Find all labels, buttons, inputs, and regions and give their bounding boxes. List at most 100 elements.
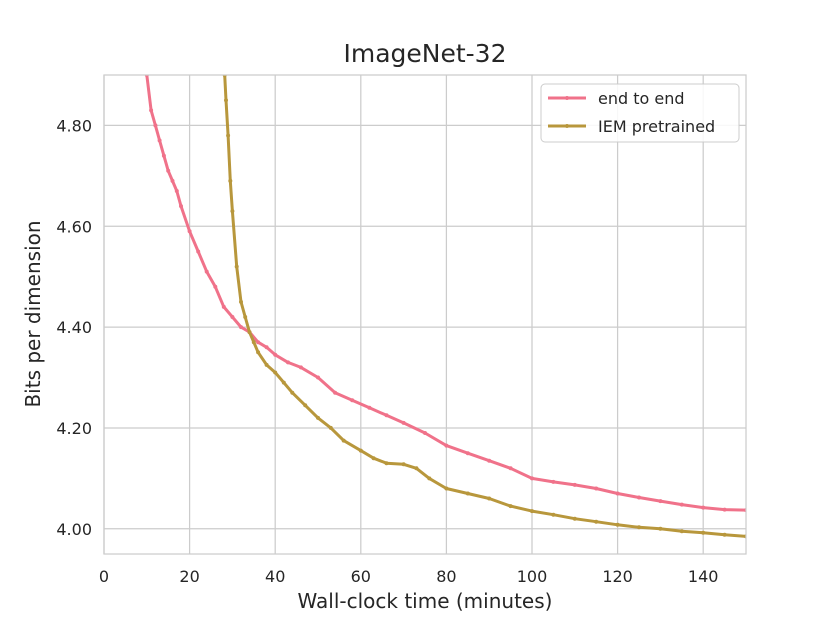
series-line-iem-pretrained <box>223 75 746 538</box>
x-axis-label: Wall-clock time (minutes) <box>298 589 553 613</box>
data-point-iem-pretrained <box>224 98 228 103</box>
legend-marker-end-to-end <box>565 96 569 100</box>
x-tick-label: 140 <box>688 567 719 586</box>
series-layer <box>144 75 746 539</box>
data-point-end-to-end <box>213 284 218 289</box>
x-tick-label: 100 <box>517 567 548 586</box>
chart-title: ImageNet-32 <box>343 39 506 68</box>
legend-label-iem-pretrained: IEM pretrained <box>598 117 715 136</box>
data-point-iem-pretrained <box>658 526 663 531</box>
data-point-end-to-end <box>230 315 235 319</box>
data-point-end-to-end <box>615 491 620 496</box>
data-point-iem-pretrained <box>679 529 684 534</box>
data-point-end-to-end <box>256 340 261 345</box>
data-point-end-to-end <box>384 413 389 418</box>
data-point-end-to-end <box>508 466 513 471</box>
legend-label-end-to-end: end to end <box>598 89 685 108</box>
data-point-end-to-end <box>487 458 492 463</box>
data-point-end-to-end <box>465 451 470 456</box>
x-tick-label: 40 <box>265 567 285 586</box>
data-point-iem-pretrained <box>572 516 577 521</box>
tick-labels: 0 20 40 60 80 100 120 140 4.00 4.20 4.40 4.60 4.80 <box>56 116 718 586</box>
data-point-end-to-end <box>701 505 706 510</box>
data-point-end-to-end <box>161 153 166 158</box>
data-point-iem-pretrained <box>615 522 620 527</box>
data-point-end-to-end <box>264 345 269 350</box>
data-point-end-to-end <box>551 479 556 484</box>
data-point-iem-pretrained <box>256 350 261 355</box>
legend: end to end IEM pretrained <box>540 83 740 143</box>
legend-marker-iem-pretrained <box>565 124 569 128</box>
x-tick-label: 80 <box>436 567 456 586</box>
data-point-iem-pretrained <box>247 330 252 335</box>
data-point-iem-pretrained <box>414 466 419 471</box>
data-point-end-to-end <box>572 482 577 487</box>
data-point-end-to-end <box>367 405 372 410</box>
y-tick-label: 4.80 <box>56 116 92 135</box>
data-point-end-to-end <box>196 249 201 254</box>
data-point-iem-pretrained <box>401 462 406 467</box>
plot-frame <box>103 74 747 555</box>
data-point-end-to-end <box>157 138 162 143</box>
data-point-iem-pretrained <box>594 519 599 524</box>
y-tick-label: 4.60 <box>56 217 92 236</box>
data-point-iem-pretrained <box>228 178 233 183</box>
data-point-end-to-end <box>594 486 599 491</box>
grid-lines <box>103 75 746 554</box>
data-point-iem-pretrained <box>508 504 513 509</box>
data-point-end-to-end <box>149 108 154 113</box>
x-tick-label: 120 <box>602 567 633 586</box>
data-point-end-to-end <box>170 178 175 183</box>
data-point-iem-pretrained <box>722 532 727 537</box>
data-point-iem-pretrained <box>230 209 235 214</box>
data-point-iem-pretrained <box>239 299 243 304</box>
data-point-end-to-end <box>286 360 290 365</box>
series-line-end-to-end <box>145 75 746 512</box>
data-point-end-to-end <box>174 189 179 193</box>
data-point-iem-pretrained <box>530 509 534 514</box>
data-point-end-to-end <box>350 398 355 403</box>
data-point-iem-pretrained <box>551 512 556 517</box>
data-point-iem-pretrained <box>234 264 239 269</box>
data-point-end-to-end <box>333 390 338 395</box>
x-tick-label: 60 <box>351 567 371 586</box>
data-point-end-to-end <box>316 375 320 380</box>
x-tick-label: 0 <box>99 567 109 586</box>
data-point-iem-pretrained <box>371 456 376 461</box>
data-point-iem-pretrained <box>303 403 308 408</box>
data-point-iem-pretrained <box>701 530 706 535</box>
data-point-iem-pretrained <box>264 362 269 367</box>
data-point-iem-pretrained <box>243 315 248 319</box>
x-tick-label: 20 <box>179 567 199 586</box>
data-point-iem-pretrained <box>358 448 363 453</box>
legend-box <box>540 83 740 143</box>
data-point-end-to-end <box>153 123 158 128</box>
data-point-iem-pretrained <box>341 438 346 443</box>
data-point-end-to-end <box>658 499 663 504</box>
data-point-end-to-end <box>166 168 171 173</box>
data-point-end-to-end <box>401 420 406 425</box>
data-point-end-to-end <box>423 431 427 435</box>
data-point-iem-pretrained <box>637 525 641 530</box>
data-point-end-to-end <box>530 476 534 481</box>
data-point-iem-pretrained <box>290 390 295 395</box>
data-point-end-to-end <box>637 495 641 500</box>
data-point-end-to-end <box>679 502 684 507</box>
data-point-end-to-end <box>179 204 183 209</box>
data-point-iem-pretrained <box>444 486 449 491</box>
y-tick-label: 4.00 <box>56 520 92 539</box>
data-point-iem-pretrained <box>487 496 492 501</box>
y-tick-label: 4.20 <box>56 419 92 438</box>
data-point-end-to-end <box>298 365 303 370</box>
data-point-iem-pretrained <box>465 491 470 496</box>
data-point-iem-pretrained <box>226 133 231 138</box>
data-point-end-to-end <box>187 229 192 234</box>
data-point-end-to-end <box>273 352 278 357</box>
data-point-end-to-end <box>444 443 449 448</box>
data-point-iem-pretrained <box>273 370 278 375</box>
data-point-iem-pretrained <box>316 415 320 420</box>
data-point-end-to-end <box>239 325 243 330</box>
data-point-end-to-end <box>204 269 209 274</box>
data-point-iem-pretrained <box>281 380 286 385</box>
data-point-iem-pretrained <box>384 461 389 466</box>
